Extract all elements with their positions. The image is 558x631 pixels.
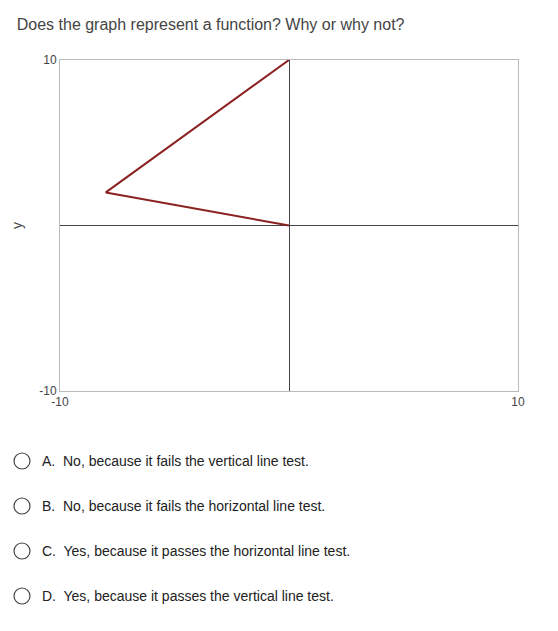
svg-text:10: 10 [511, 395, 525, 409]
svg-text:y: y [9, 222, 25, 229]
svg-text:-10: -10 [51, 395, 69, 409]
svg-text:A. No, because it fails the v: A. No, because it fails the vertical lin… [42, 453, 309, 469]
svg-text:Does the graph represent a fun: Does the graph represent a function? Why… [17, 16, 405, 33]
svg-text:D. Yes, because it passes the: D. Yes, because it passes the vertical l… [42, 588, 334, 604]
svg-text:B. No, because it fails the h: B. No, because it fails the horizontal l… [42, 498, 325, 514]
svg-text:-10: -10 [39, 384, 57, 398]
svg-text:C. Yes, because it passes the: C. Yes, because it passes the horizontal… [42, 543, 350, 559]
svg-text:10: 10 [43, 53, 57, 67]
